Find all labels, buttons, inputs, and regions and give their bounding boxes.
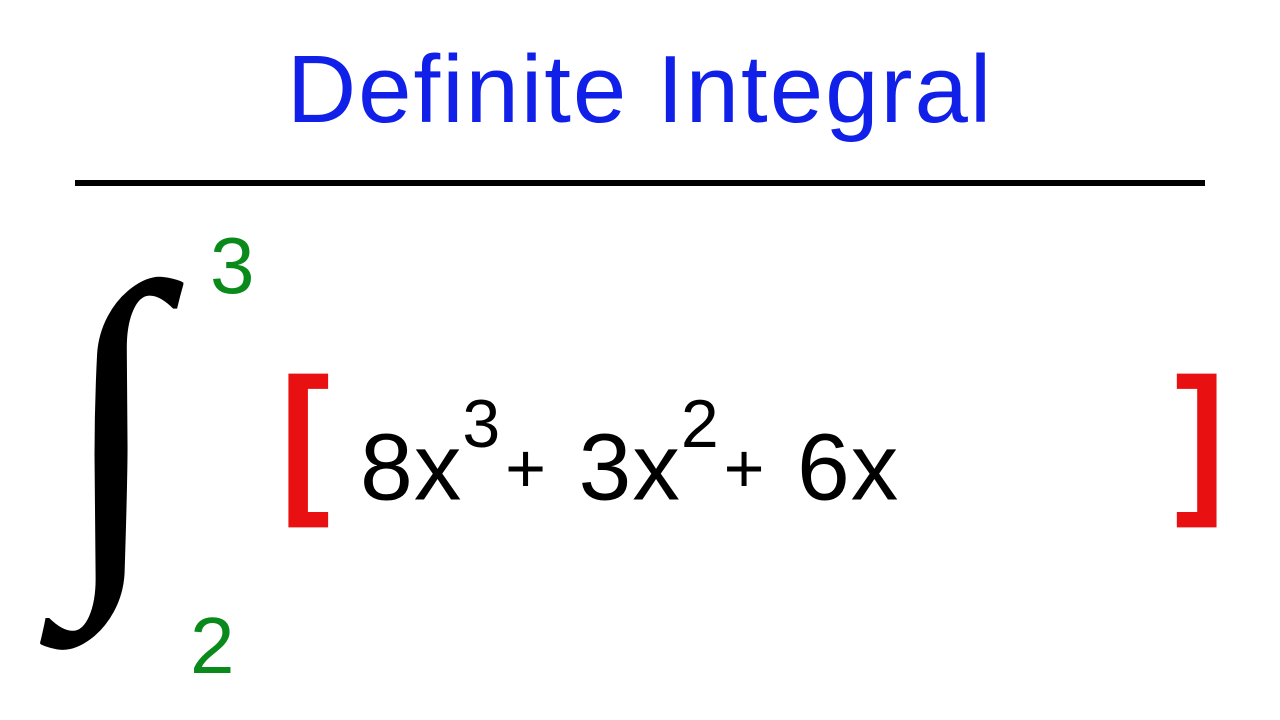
term1-var: x <box>414 415 463 521</box>
bracket-right: ] <box>1175 341 1225 531</box>
term3-var: x <box>851 415 900 521</box>
title-text: Definite Integral <box>287 35 993 145</box>
bracket-left: [ <box>280 341 330 531</box>
term2-exp: 2 <box>681 386 720 462</box>
plus-1: + <box>505 429 547 507</box>
polynomial-expression: 8x3+ 3x2+ 6x <box>360 405 899 523</box>
upper-limit: 3 <box>210 220 255 312</box>
term1-exp: 3 <box>462 386 501 462</box>
integral-expression: ∫ 3 2 [ 8x3+ 3x2+ 6x ] <box>60 220 1220 690</box>
integral-symbol: ∫ <box>60 250 164 592</box>
term2-var: x <box>632 415 681 521</box>
term1-coef: 8 <box>360 415 414 521</box>
plus-2: + <box>724 429 766 507</box>
lower-limit: 2 <box>190 600 235 692</box>
term2-coef: 3 <box>578 415 632 521</box>
title-underline <box>75 180 1205 186</box>
term3-coef: 6 <box>797 415 851 521</box>
